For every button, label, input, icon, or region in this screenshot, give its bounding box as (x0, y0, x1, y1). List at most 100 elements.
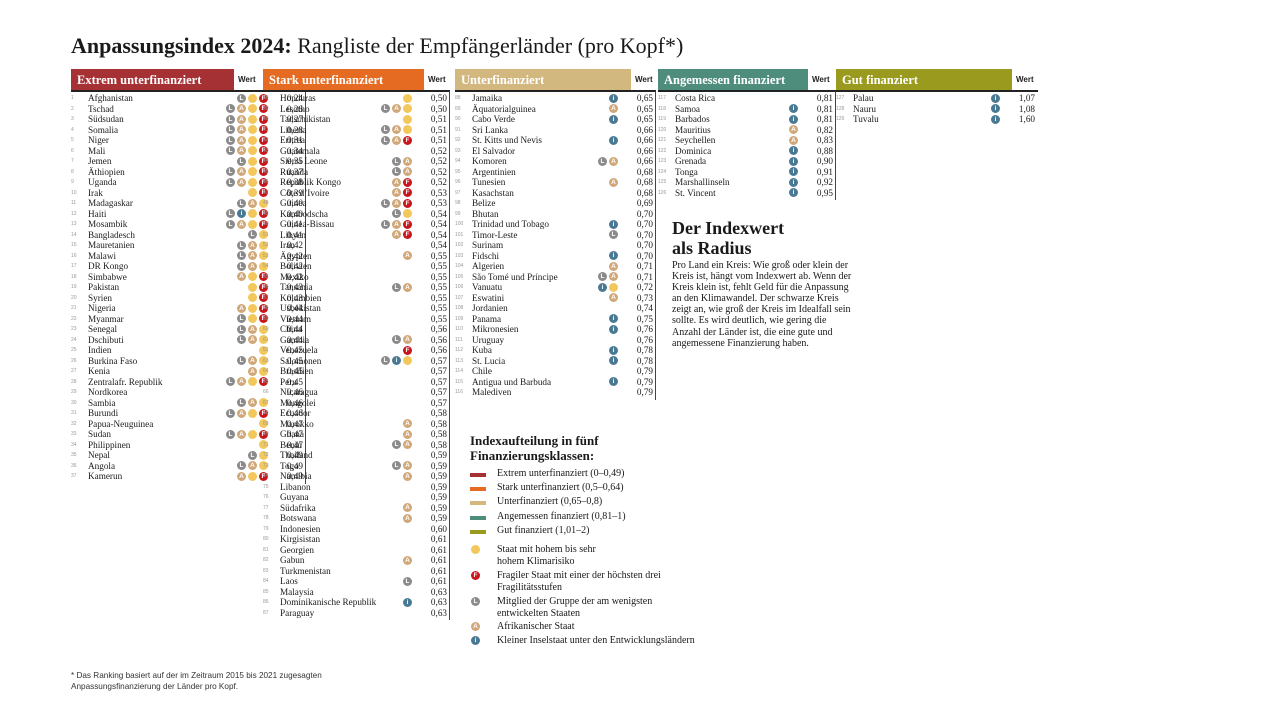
country-name: Guatemala (280, 145, 320, 156)
index-value: 0,63 (430, 597, 447, 607)
rank-number: 92 (455, 137, 461, 143)
african-state-icon: A (403, 335, 412, 344)
index-value: 0,58 (430, 418, 447, 429)
ldc-icon: L (248, 230, 257, 239)
table-row: 86 Dominikanische Republik i 0,63 (263, 597, 450, 608)
country-name: Südafrika (280, 502, 316, 513)
ldc-icon: L (471, 597, 480, 606)
legend-icon-label: Afrikanischer Staat (497, 621, 575, 632)
climate-risk-icon (248, 188, 257, 197)
african-state-icon: A (403, 555, 412, 565)
climate-risk-icon (248, 293, 257, 302)
african-state-icon: A (403, 167, 412, 176)
index-value: 0,73 (636, 292, 653, 303)
index-value: 0,56 (430, 334, 447, 345)
country-name: Mexiko (280, 271, 309, 282)
table-row: 24 Dschibuti L A 0,44 (71, 335, 306, 346)
country-name: Kolumbien (280, 292, 322, 303)
rank-number: 48 (263, 200, 269, 206)
index-value: 0,79 (636, 376, 653, 387)
legend-title-line1: Indexaufteilung in fünf (470, 433, 599, 448)
island-state-icon: i (392, 356, 401, 365)
value-column-header: Wert (812, 75, 830, 84)
table-row: 120 Mauritius A 0,82 (658, 125, 836, 136)
index-value: 0,53 (430, 198, 447, 208)
rank-number: 6 (71, 147, 74, 154)
ldc-icon: L (392, 440, 401, 449)
island-state-icon: i (598, 282, 607, 292)
index-value: 0,66 (636, 156, 653, 166)
table-row: 84 Laos L 0,61 (263, 576, 450, 587)
index-value: 0,66 (636, 124, 653, 135)
country-name: Eswatini (472, 292, 505, 303)
rank-number: 126 (658, 189, 667, 196)
island-state-icon: i (789, 104, 798, 113)
country-name: Äquatorialguinea (472, 103, 536, 114)
rank-number: 34 (71, 441, 77, 448)
african-state-icon: A (237, 125, 246, 134)
table-row: 121 Seychellen A 0,83 (658, 135, 836, 146)
country-name: Haiti (88, 208, 107, 219)
african-state-icon: A (403, 429, 412, 439)
index-value: 0,55 (430, 250, 447, 261)
index-value: 0,37 (286, 166, 303, 177)
table-row: 71 Benin L A 0,58 (263, 440, 450, 451)
index-value: 0,52 (430, 166, 447, 177)
index-value: 0,78 (636, 345, 653, 355)
index-value: 0,35 (286, 156, 303, 166)
table-row: 31 Burundi L A F 0,46 (71, 408, 306, 419)
climate-risk-icon (248, 177, 257, 187)
country-name: Marokko (280, 418, 314, 429)
rank-number: 19 (71, 284, 77, 290)
table-row: 19 Pakistan F 0,43 (71, 282, 306, 293)
island-state-icon: i (609, 114, 618, 124)
rank-number: 117 (658, 95, 666, 101)
rank-number: 51 (263, 231, 269, 238)
table-row: 77 Südafrika A 0,59 (263, 503, 450, 514)
rank-number: 26 (71, 357, 77, 364)
country-name: Dominikanische Republik (280, 597, 377, 607)
country-name: Guinea (280, 198, 307, 208)
country-name: Burundi (88, 408, 119, 418)
country-name: Kasachstan (472, 187, 514, 198)
legend-swatch (470, 515, 486, 520)
index-value: 0,54 (430, 219, 447, 229)
african-state-icon: A (609, 293, 618, 302)
fragile-state-icon: F (259, 209, 268, 218)
fragile-state-icon: F (403, 135, 412, 145)
table-row: 28 Zentralafr. Republik L A F 0,45 (71, 377, 306, 388)
rank-number: 47 (263, 189, 269, 196)
index-value: 0,79 (636, 366, 653, 376)
table-row: 27 Kenia A 0,45 (71, 366, 306, 377)
index-value: 0,42 (286, 261, 303, 271)
table-row: 75 Libanon 0,59 (263, 482, 450, 493)
index-value: 0,43 (286, 282, 303, 292)
fragile-state-icon: F (259, 219, 268, 229)
climate-risk-icon (259, 198, 268, 208)
rank-number: 70 (263, 431, 269, 437)
country-name: Angola (88, 460, 116, 471)
rank-number: 114 (455, 368, 463, 374)
index-value: 0,82 (816, 124, 833, 135)
info-text: Pro Land ein Kreis: Wie groß oder klein … (672, 260, 852, 349)
table-row: 53 Ägypten A 0,55 (263, 251, 450, 262)
rank-number: 45 (263, 168, 269, 175)
fragile-state-icon: F (403, 345, 412, 355)
group-header: Stark unterfinanziert (263, 69, 424, 91)
rank-number: 10 (71, 189, 77, 196)
index-value: 0,79 (636, 387, 653, 397)
index-value: 0,70 (636, 240, 653, 250)
african-state-icon: A (609, 177, 618, 187)
index-value: 0,52 (430, 156, 447, 166)
ldc-icon: L (226, 146, 235, 155)
index-value: 0,26 (286, 103, 303, 114)
table-row: 113 St. Lucia i 0,78 (455, 356, 656, 367)
african-state-icon: A (237, 177, 246, 187)
ldc-icon: L (226, 408, 235, 418)
island-state-icon: i (789, 167, 798, 176)
index-value: 0,61 (430, 565, 447, 576)
table-row: 107 Eswatini A 0,73 (455, 293, 656, 304)
fragile-state-icon: F (259, 377, 268, 386)
african-state-icon: A (403, 471, 412, 481)
index-value: 0,70 (636, 208, 653, 219)
